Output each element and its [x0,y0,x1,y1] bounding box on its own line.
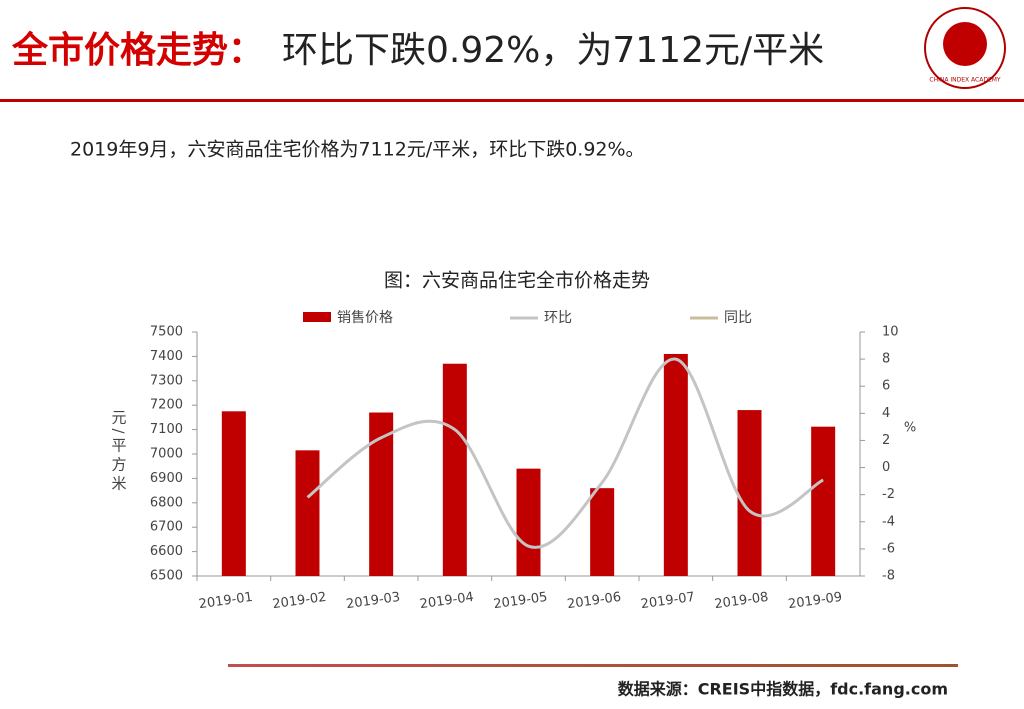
y2-tick-label: 8 [882,352,890,367]
x-tick-label: 2019-01 [198,590,254,612]
chart-title: 图：六安商品住宅全市价格走势 [384,270,650,292]
y-axis-label: 元/平方米 [110,409,128,494]
bar [369,412,394,576]
bar [663,353,688,576]
y2-tick-label: 4 [882,406,890,421]
footer-source: 数据来源：CREIS中指数据，fdc.fang.com [618,680,948,699]
header-rule [0,99,1024,102]
logo-text: CHINA INDEX ACADEMY [929,77,1001,84]
y2-tick-label: 6 [882,379,890,394]
bar [737,410,762,576]
title-red: 全市价格走势： [11,29,264,71]
y-tick-label: 7200 [150,398,183,413]
legend-swatch [303,312,331,322]
title-black: 环比下跌0.92%，为7112元/平米 [282,30,824,71]
y-tick-label: 6700 [150,520,183,535]
x-tick-label: 2019-09 [787,590,843,612]
x-tick-label: 2019-05 [493,590,549,612]
footer-rule [228,664,958,667]
bar [442,363,467,576]
y-tick-label: 7100 [150,422,183,437]
y2-tick-label: -6 [882,541,895,556]
x-tick-label: 2019-07 [640,590,696,612]
x-tick-label: 2019-06 [566,590,622,612]
y2-tick-label: 0 [882,460,890,475]
x-tick-label: 2019-08 [714,590,770,612]
logo-ring [924,7,1006,89]
bar [221,411,246,576]
y2-axis-label: % [904,421,916,436]
y2-tick-label: -2 [882,487,895,502]
bar [590,488,615,576]
y-tick-label: 6800 [150,495,183,510]
bar [516,468,541,576]
bar [295,450,320,576]
bar [811,426,836,576]
y-tick-label: 7000 [150,447,183,462]
legend-label: 同比 [724,310,752,326]
logo-core [943,22,987,66]
x-tick-label: 2019-04 [419,590,475,612]
y-tick-label: 6500 [150,569,183,584]
summary: 2019年9月，六安商品住宅价格为7112元/平米，环比下跌0.92%。 [70,139,645,161]
logo: CHINA INDEX ACADEMY [924,7,1006,89]
y2-tick-label: -8 [882,569,895,584]
y2-tick-label: 10 [882,325,899,340]
y-tick-label: 7500 [150,325,183,340]
x-tick-label: 2019-03 [345,590,401,612]
x-tick-label: 2019-02 [272,590,328,612]
y-tick-label: 6600 [150,544,183,559]
y-tick-label: 7300 [150,373,183,388]
y2-tick-label: 2 [882,433,890,448]
y2-tick-label: -4 [882,514,895,529]
line [306,357,824,549]
y-tick-label: 6900 [150,471,183,486]
legend-label: 环比 [544,310,572,326]
legend-label: 销售价格 [337,310,393,326]
y-tick-label: 7400 [150,349,183,364]
